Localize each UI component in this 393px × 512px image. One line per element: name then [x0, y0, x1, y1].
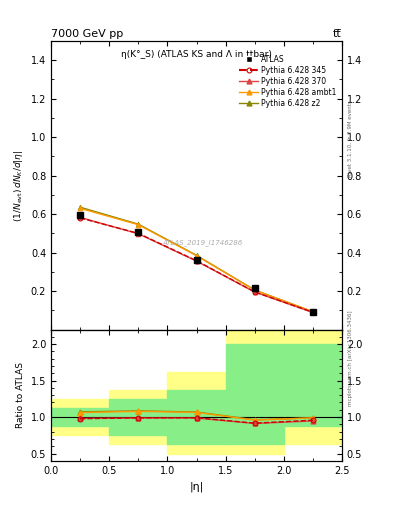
- X-axis label: |η|: |η|: [189, 481, 204, 492]
- Text: mcplots.cern.ch [arXiv:1306.3436]: mcplots.cern.ch [arXiv:1306.3436]: [348, 311, 353, 406]
- Text: η(K°_S) (ATLAS KS and Λ in ttbar): η(K°_S) (ATLAS KS and Λ in ttbar): [121, 50, 272, 58]
- Y-axis label: Ratio to ATLAS: Ratio to ATLAS: [16, 362, 25, 428]
- Text: tt̅: tt̅: [333, 29, 342, 39]
- Text: Rivet 3.1.10, ≥ 2.9M events: Rivet 3.1.10, ≥ 2.9M events: [348, 100, 353, 177]
- Text: ATLAS_2019_I1746286: ATLAS_2019_I1746286: [162, 240, 242, 246]
- Legend: ATLAS, Pythia 6.428 345, Pythia 6.428 370, Pythia 6.428 ambt1, Pythia 6.428 z2: ATLAS, Pythia 6.428 345, Pythia 6.428 37…: [237, 53, 338, 109]
- Text: 7000 GeV pp: 7000 GeV pp: [51, 29, 123, 39]
- Y-axis label: $(1/N_\mathrm{evt})\,dN_K/d|\eta|$: $(1/N_\mathrm{evt})\,dN_K/d|\eta|$: [12, 149, 25, 222]
